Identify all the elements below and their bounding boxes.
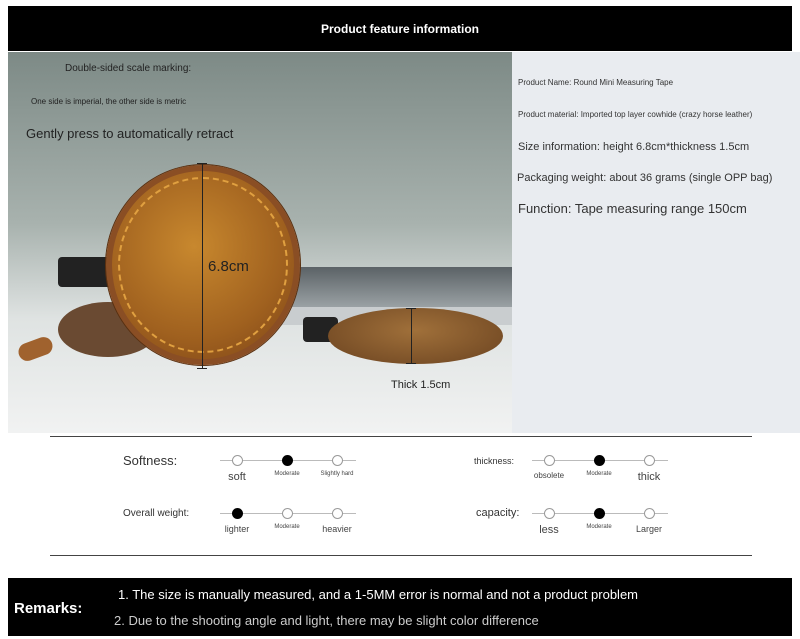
- rating-option-label: less: [539, 524, 559, 536]
- rating-option-label: soft: [228, 471, 246, 483]
- rating-label: Overall weight:: [123, 508, 190, 519]
- rating-option[interactable]: [544, 455, 555, 466]
- tape-measure-side: [328, 308, 503, 364]
- remarks-bar: Remarks: 1. The size is manually measure…: [8, 578, 792, 636]
- caption-retract: Gently press to automatically retract: [26, 126, 234, 141]
- product-name: Product Name: Round Mini Measuring Tape: [518, 78, 674, 87]
- rating-option[interactable]: [644, 455, 655, 466]
- rating-option-label: thick: [637, 471, 661, 483]
- rating-option-label: heavier: [322, 524, 352, 534]
- remark-1: 1. The size is manually measured, and a …: [118, 587, 639, 602]
- rating-label: thickness:: [474, 456, 515, 466]
- rating-option[interactable]: [544, 508, 555, 519]
- tape-measure-front: [106, 165, 300, 365]
- tick: [406, 363, 416, 364]
- divider: [50, 436, 752, 437]
- rating-option-label: lighter: [224, 524, 250, 534]
- thickness-dimension-line: [411, 308, 412, 364]
- pull-tab: [15, 334, 56, 364]
- tick: [197, 368, 207, 369]
- rating-option-label: Moderate: [586, 524, 612, 530]
- rating-label: Softness:: [123, 453, 178, 468]
- function-info: Function: Tape measuring range 150cm: [518, 201, 747, 216]
- tick: [406, 308, 416, 309]
- rating-option[interactable]: [332, 508, 343, 519]
- caption-scale: Double-sided scale marking:: [65, 63, 192, 74]
- divider: [50, 555, 752, 556]
- remark-2: 2. Due to the shooting angle and light, …: [114, 613, 539, 628]
- size-info: Size information: height 6.8cm*thickness…: [518, 141, 750, 153]
- product-photo: Double-sided scale marking: One side is …: [8, 52, 512, 433]
- rating-option[interactable]: [282, 508, 293, 519]
- height-dimension-line: [202, 163, 203, 369]
- product-info-panel: Product Name: Round Mini Measuring Tape …: [512, 52, 800, 433]
- header-bar: Product feature information: [8, 6, 792, 51]
- laptop-backdrop: [280, 267, 512, 307]
- product-material: Product material: Imported top layer cow…: [518, 110, 753, 119]
- rating-option-label: Moderate: [274, 471, 300, 477]
- tick: [197, 163, 207, 164]
- rating-option-label: Larger: [635, 524, 663, 534]
- remarks-label: Remarks:: [14, 600, 83, 617]
- rating-option-label: Moderate: [586, 471, 612, 477]
- rating-option-label: Moderate: [274, 524, 300, 530]
- rating-label: capacity:: [476, 507, 520, 519]
- header-title: Product feature information: [320, 21, 479, 36]
- rating-option[interactable]: [232, 455, 243, 466]
- rating-option-selected[interactable]: [232, 508, 243, 519]
- rating-option-selected[interactable]: [594, 508, 605, 519]
- rating-option[interactable]: [332, 455, 343, 466]
- rating-option-label: Slightly hard: [320, 471, 354, 477]
- rating-option-selected[interactable]: [594, 455, 605, 466]
- thickness-label: Thick 1.5cm: [391, 379, 451, 391]
- caption-sides: One side is imperial, the other side is …: [31, 97, 187, 106]
- rating-option-selected[interactable]: [282, 455, 293, 466]
- rating-option[interactable]: [644, 508, 655, 519]
- height-label: 6.8cm: [208, 258, 249, 275]
- rating-option-label: obsolete: [533, 471, 565, 480]
- packaging-weight: Packaging weight: about 36 grams (single…: [517, 172, 773, 184]
